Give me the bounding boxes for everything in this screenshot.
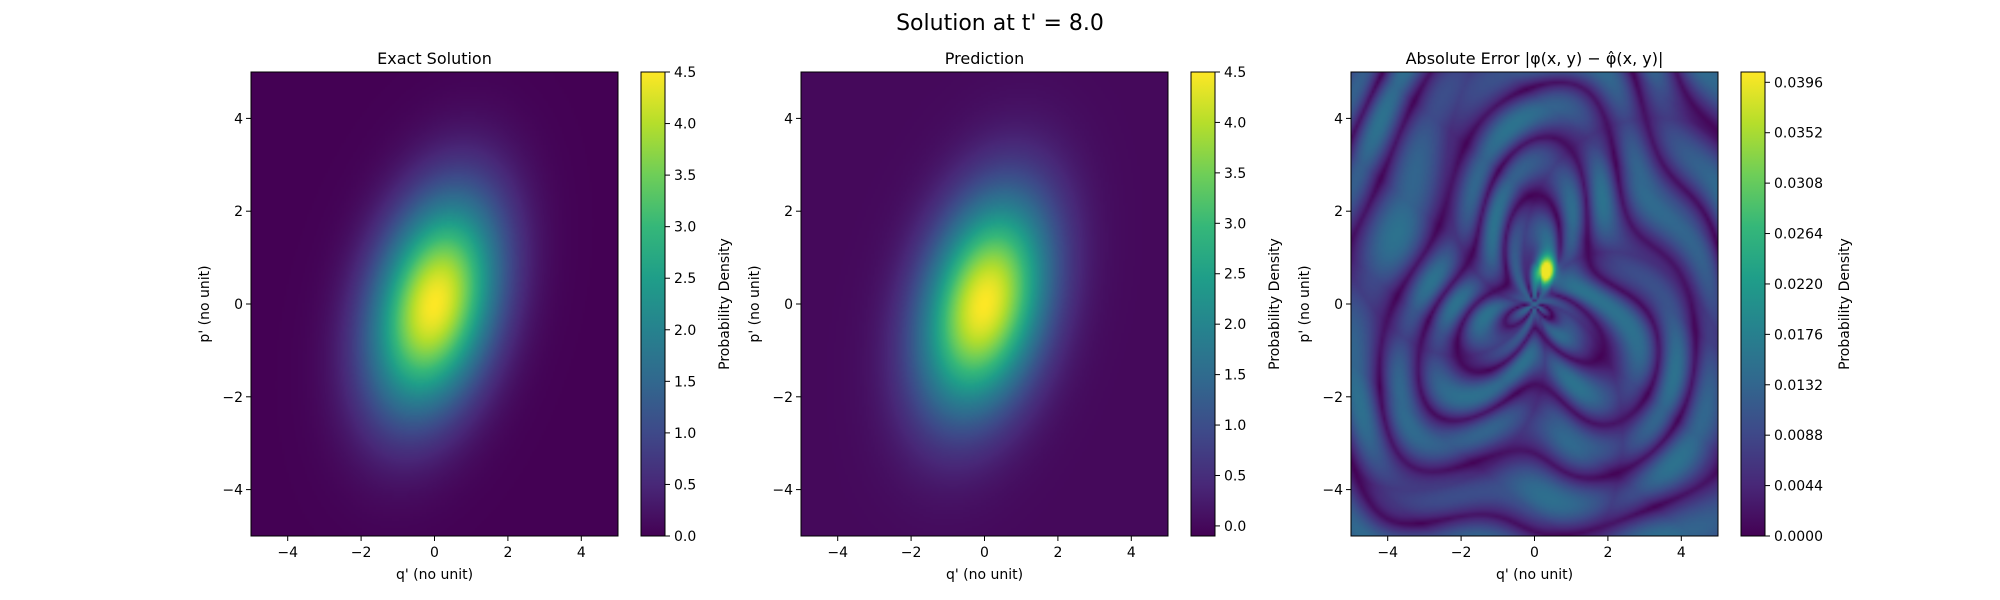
colorbar-tick-label: 3.0: [674, 220, 696, 236]
x-tick-label: 0: [1530, 545, 1539, 561]
x-tick-label: 4: [577, 545, 586, 561]
panel-title: Exact Solution: [377, 49, 492, 68]
y-tick-label: −2: [772, 390, 793, 406]
heatmap-image: [1351, 72, 1718, 536]
y-tick-label: 4: [1334, 111, 1343, 127]
y-tick-label: −2: [222, 390, 243, 406]
colorbar-tick-label: 0.5: [674, 477, 696, 493]
y-tick-label: 0: [784, 297, 793, 313]
colorbar-label: Probability Density: [1267, 238, 1283, 370]
x-tick-label: −2: [351, 545, 372, 561]
colorbar-tick-label: 0.0264: [1774, 227, 1823, 243]
panel-title: Prediction: [945, 49, 1024, 68]
y-tick-label: −4: [772, 483, 793, 499]
colorbar-tick-label: 0.0220: [1774, 277, 1823, 293]
colorbar-tick-label: 0.0308: [1774, 176, 1823, 192]
panel-1: Exact Solution −4 −2 0 2 4 −4 −2 0 2 4 q' (no unit)…: [197, 49, 733, 583]
y-axis-label: p' (no unit): [197, 265, 213, 342]
x-axis-label: q' (no unit): [1496, 567, 1573, 583]
x-tick-label: 2: [1603, 545, 1612, 561]
y-axis-label: p' (no unit): [1297, 265, 1313, 342]
colorbar-tick-label: 0.0132: [1774, 378, 1823, 394]
colorbar-tick-label: 0.0088: [1774, 428, 1823, 444]
y-tick-label: −4: [222, 483, 243, 499]
figure-title: Solution at t' = 8.0: [896, 11, 1104, 36]
y-tick-label: 2: [1334, 204, 1343, 220]
colorbar-tick-label: 0.5: [1224, 468, 1246, 484]
colorbar-tick-label: 0.0: [674, 529, 696, 545]
y-tick-label: 4: [234, 111, 243, 127]
heatmap-image: [251, 72, 618, 536]
colorbar-tick-label: 3.0: [1224, 216, 1246, 232]
colorbar: [1190, 71, 1216, 537]
x-tick-label: −2: [1451, 545, 1472, 561]
panel-3: Absolute Error |φ(x, y) − φ̂(x, y)| −4 −2 0…: [1297, 49, 1853, 583]
colorbar-label: Probability Density: [717, 238, 733, 370]
colorbar-tick-label: 2.0: [1224, 317, 1246, 333]
x-tick-label: −4: [827, 545, 848, 561]
colorbar-tick-label: 2.5: [1224, 267, 1246, 283]
panel-title: Absolute Error |φ(x, y) − φ̂(x, y)|: [1406, 49, 1664, 68]
x-tick-label: −4: [277, 545, 298, 561]
x-tick-label: 4: [1677, 545, 1686, 561]
x-tick-label: 2: [1053, 545, 1062, 561]
colorbar-tick-label: 4.5: [674, 65, 696, 81]
y-tick-label: 4: [784, 111, 793, 127]
panel-2: Prediction −4 −2 0 2 4 −4 −2 0 2 4 q' (no unit) p' (…: [747, 49, 1283, 583]
colorbar-tick-label: 0.0396: [1774, 75, 1823, 91]
x-axis-label: q' (no unit): [396, 567, 473, 583]
colorbar-tick-label: 2.0: [674, 323, 696, 339]
colorbar: [1740, 71, 1766, 537]
heatmap-image: [801, 72, 1168, 536]
colorbar-tick-label: 4.0: [1224, 115, 1246, 131]
colorbar-tick-label: 1.0: [1224, 418, 1246, 434]
y-tick-label: −4: [1322, 483, 1343, 499]
colorbar-label: Probability Density: [1837, 238, 1853, 370]
y-tick-label: −2: [1322, 390, 1343, 406]
x-tick-label: 2: [503, 545, 512, 561]
y-tick-label: 0: [234, 297, 243, 313]
colorbar-tick-label: 0.0176: [1774, 327, 1823, 343]
colorbar-tick-label: 3.5: [1224, 166, 1246, 182]
x-tick-label: −4: [1377, 545, 1398, 561]
colorbar-tick-label: 4.0: [674, 117, 696, 133]
y-axis-label: p' (no unit): [747, 265, 763, 342]
x-axis-label: q' (no unit): [946, 567, 1023, 583]
colorbar-tick-label: 3.5: [674, 168, 696, 184]
y-tick-label: 2: [234, 204, 243, 220]
y-tick-label: 0: [1334, 297, 1343, 313]
x-tick-label: 0: [430, 545, 439, 561]
colorbar-tick-label: 0.0: [1224, 519, 1246, 535]
colorbar-tick-label: 1.0: [674, 426, 696, 442]
colorbar-tick-label: 0.0352: [1774, 126, 1823, 142]
colorbar-tick-label: 2.5: [674, 271, 696, 287]
y-tick-label: 2: [784, 204, 793, 220]
colorbar-tick-label: 4.5: [1224, 65, 1246, 81]
colorbar-tick-label: 0.0000: [1774, 529, 1823, 545]
x-tick-label: 4: [1127, 545, 1136, 561]
x-tick-label: −2: [901, 545, 922, 561]
colorbar-tick-label: 1.5: [1224, 368, 1246, 384]
colorbar-tick-label: 0.0044: [1774, 479, 1823, 495]
colorbar-tick-label: 1.5: [674, 374, 696, 390]
colorbar: [640, 71, 666, 537]
x-tick-label: 0: [980, 545, 989, 561]
